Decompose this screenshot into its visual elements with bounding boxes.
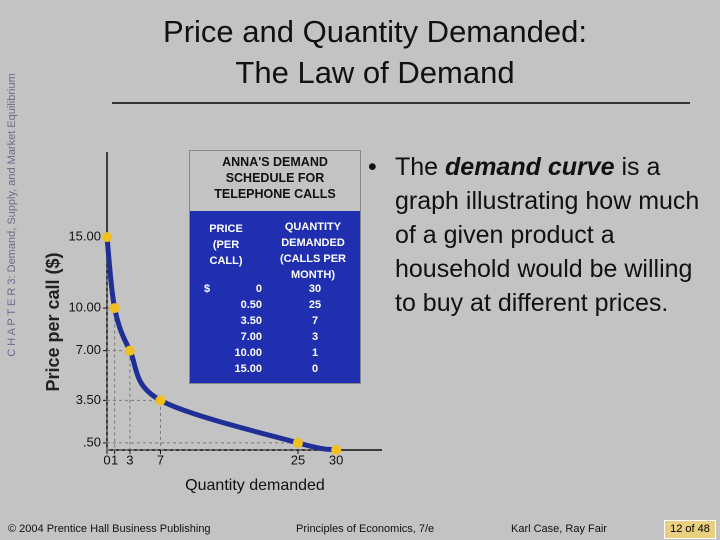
guide-line (107, 442, 299, 450)
point (124, 345, 135, 356)
price-cell: 0 (255, 283, 262, 295)
y-tick-label: 15.00 (68, 229, 101, 244)
guide-line (107, 399, 161, 450)
table-row: 3.50 7 (190, 315, 360, 331)
table-header: PRICE (PER CALL) (209, 223, 243, 267)
schedule-table: ANNA'S DEMAND SCHEDULE FOR TELEPHONE CAL… (189, 150, 361, 384)
title-rule (112, 102, 690, 104)
quantity-cell: 3 (311, 331, 319, 343)
footer-text: © 2004 Prentice Hall Business Publishing (8, 523, 211, 535)
y-tick-label: 3.50 (76, 392, 101, 407)
x-tick-label: 0 (103, 452, 110, 467)
price-cell: 15.00 (234, 363, 262, 375)
point (331, 445, 342, 455)
table-title: ANNA'S DEMAND SCHEDULE FOR TELEPHONE CAL… (190, 151, 360, 211)
x-tick-label: 3 (126, 452, 133, 467)
title-line: The Law of Demand (235, 55, 515, 90)
point (155, 395, 166, 406)
quantity-cell: 1 (311, 347, 319, 359)
x-tick-label: 30 (329, 452, 343, 467)
table-row: 15.00 0 (190, 363, 360, 379)
currency: $ (204, 283, 211, 295)
x-tick-label: 7 (157, 452, 164, 467)
quantity-cell: 25 (308, 299, 322, 311)
point (292, 437, 303, 448)
y-tick-label: 10.00 (68, 300, 101, 315)
table-row: $0 30 (190, 283, 360, 299)
table-row: 7.00 3 (190, 331, 360, 347)
title-line: Price and Quantity Demanded: (163, 14, 587, 49)
table-header: QUANTITY DEMANDED (CALLS PER MONTH) (280, 221, 346, 281)
guide-line (107, 307, 116, 450)
x-tick-label: 1 (111, 452, 118, 467)
bullet-text: The (395, 153, 446, 181)
bullet-text: is a graph illustrating how much of a gi… (395, 153, 700, 317)
price-cell: 10.00 (234, 347, 262, 359)
footer-text: Principles of Economics, 7/e (296, 523, 435, 535)
bullet-emphasis: demand curve (445, 153, 615, 181)
point (102, 232, 112, 243)
y-tick-label: 7.00 (76, 342, 101, 357)
table-row: 10.00 1 (190, 347, 360, 363)
y-tick-label: .50 (83, 434, 101, 449)
quantity-cell: 0 (311, 363, 319, 375)
quantity-cell: 7 (311, 315, 319, 327)
price-cell: 7.00 (240, 331, 262, 343)
point (109, 303, 120, 314)
quantity-cell: 30 (308, 283, 322, 295)
bullet: The demand curve is a graph illustrating… (368, 150, 715, 320)
y-axis-label: Price per call ($) (43, 252, 63, 391)
x-axis-label: Quantity demanded (185, 477, 325, 494)
table-row: 0.50 25 (190, 299, 360, 315)
price-cell: 0.50 (240, 299, 262, 311)
guide-line (107, 350, 131, 450)
page-number: 12 of 48 (664, 520, 716, 539)
footer-text: Karl Case, Ray Fair (511, 523, 607, 535)
price-cell: 3.50 (240, 315, 262, 327)
x-tick-label: 25 (291, 452, 305, 467)
